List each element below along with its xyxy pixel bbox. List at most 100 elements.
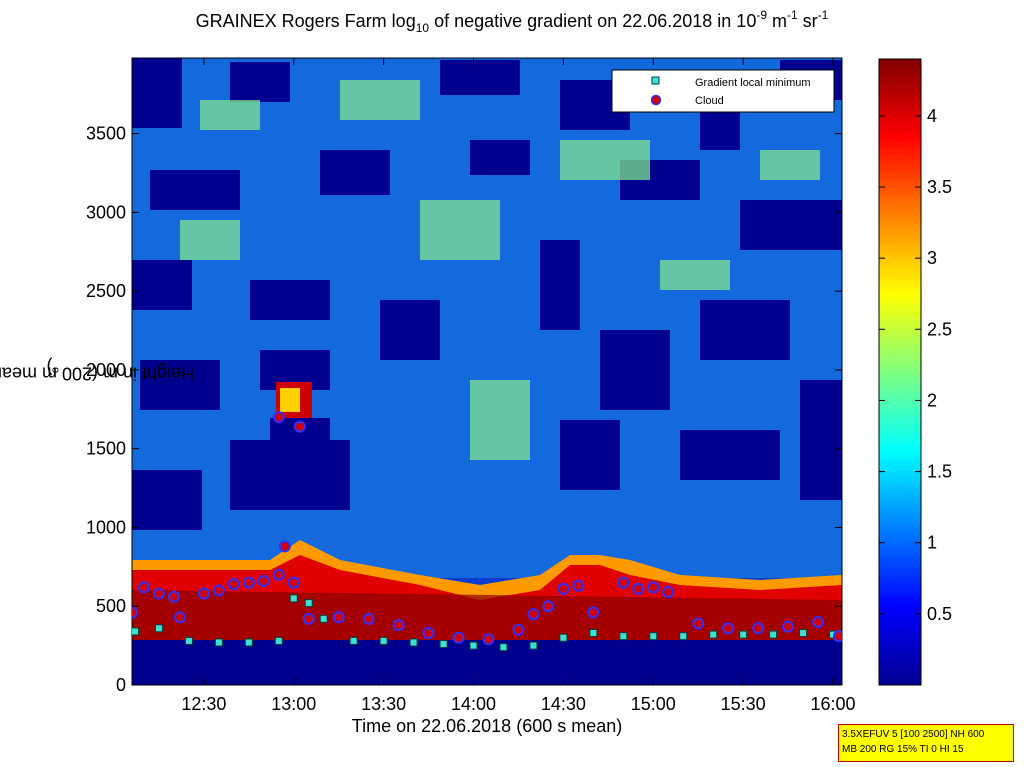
y-tick-label: 500 [96, 596, 126, 616]
y-tick-label: 2500 [86, 281, 126, 301]
cloud-point [272, 411, 285, 424]
cloud-point [132, 606, 138, 619]
gradient-minimum-point [439, 640, 448, 649]
y-tick-label: 3500 [86, 124, 126, 144]
parameter-info-box: 3.5XEFUV 5 [100 2500] NH 600 MB 200 RG 1… [838, 724, 1014, 762]
gradient-minimum-point [184, 636, 193, 645]
colorbar-tick-label: 3.5 [927, 177, 952, 197]
cloud-point [293, 420, 306, 433]
series-layer [132, 411, 842, 652]
cloud-point [242, 576, 255, 589]
legend-box [611, 69, 835, 113]
cloud-point [782, 620, 795, 633]
cloud-point [557, 582, 570, 595]
cloud-point [752, 622, 765, 635]
gradient-minimum-point [379, 636, 388, 645]
x-axis-label: Time on 22.06.2018 (600 s mean) [351, 716, 623, 736]
cloud-point [812, 615, 825, 628]
colorbar-tick-label: 3 [927, 248, 937, 268]
colorbar-ticks: 0.5 1 1.5 2 2.5 3 3.5 4 [879, 106, 952, 624]
x-tick-label: 15:30 [721, 694, 766, 714]
cloud-point [197, 587, 210, 600]
colorbar-tick-label: 2 [927, 390, 937, 410]
cloud-point [167, 590, 180, 603]
y-tick-label: 1000 [86, 517, 126, 537]
cloud-point [632, 582, 645, 595]
colorbar-tick-label: 1 [927, 533, 937, 553]
cloud-point [332, 611, 345, 624]
cloud-point [362, 612, 375, 625]
x-tick-label: 14:00 [451, 694, 496, 714]
legend: Gradient local minimum Cloud [611, 69, 835, 113]
colorbar-tick-label: 0.5 [927, 604, 952, 624]
cloud-point [272, 568, 285, 581]
cloud-point [512, 623, 525, 636]
gradient-minimum-point [499, 643, 508, 652]
y-tick-label: 2000 [86, 360, 126, 380]
gradient-minimum-point [154, 624, 163, 633]
cloud-point [692, 617, 705, 630]
gradient-minimum-point [709, 630, 718, 639]
legend-marker-cloud [650, 94, 662, 106]
gradient-minimum-point [769, 630, 778, 639]
heatmap-field [132, 58, 842, 685]
cloud-point [833, 630, 842, 643]
y-tick-label: 0 [116, 675, 126, 695]
gradient-minimum-point [132, 627, 139, 636]
cloud-point [392, 619, 405, 632]
gradient-minimum-point [274, 636, 283, 645]
y-tick-label: 1500 [86, 439, 126, 459]
x-tick-label: 12:30 [181, 694, 226, 714]
cloud-point [542, 600, 555, 613]
cloud-point [617, 576, 630, 589]
cloud-point [173, 611, 186, 624]
gradient-minimum-point [304, 599, 313, 608]
gradient-minimum-point [409, 638, 418, 647]
colorbar-tick-label: 1.5 [927, 462, 952, 482]
x-tick-label: 15:00 [631, 694, 676, 714]
x-tick-label: 14:30 [541, 694, 586, 714]
colorbar [878, 58, 922, 686]
gradient-minimum-point [589, 629, 598, 638]
gradient-minimum-point [469, 641, 478, 650]
legend-label-cloud: Cloud [695, 95, 724, 107]
cloud-point [647, 581, 660, 594]
cloud-point [527, 608, 540, 621]
legend-marker-minimum [651, 76, 660, 85]
gradient-minimum-point [739, 630, 748, 639]
x-axis: 12:30 13:00 13:30 14:00 14:30 15:00 15:30 16:00 [181, 58, 856, 714]
gradient-minimum-point [649, 632, 658, 641]
cloud-point [137, 581, 150, 594]
legend-label-minimum: Gradient local minimum [695, 77, 811, 89]
gradient-minimum-point [244, 638, 253, 647]
cloud-point [257, 575, 270, 588]
colorbar-tick-label: 2.5 [927, 319, 952, 339]
y-tick-label: 3000 [86, 202, 126, 222]
gradient-minimum-point [799, 629, 808, 638]
cloud-point [152, 587, 165, 600]
cloud-point [452, 631, 465, 644]
gradient-minimum-point [619, 632, 628, 641]
cloud-point [302, 612, 315, 625]
colorbar-tick-label: 4 [927, 106, 937, 126]
y-axis: 0 500 1000 1500 2000 2500 3000 3500 [86, 124, 842, 695]
parameter-line-1: 3.5XEFUV 5 [100 2500] NH 600 [842, 729, 985, 740]
gradient-minimum-point [319, 614, 328, 623]
cloud-point [662, 586, 675, 599]
x-tick-label: 13:30 [361, 694, 406, 714]
cloud-point [212, 584, 225, 597]
cloud-point [482, 633, 495, 646]
gradient-minimum-point [559, 633, 568, 642]
cloud-point [422, 627, 435, 640]
plot-frame [131, 57, 843, 686]
cloud-point [227, 578, 240, 591]
cloud-point [572, 579, 585, 592]
gradient-minimum-point [289, 594, 298, 603]
x-tick-label: 13:00 [271, 694, 316, 714]
gradient-minimum-point [214, 638, 223, 647]
gradient-minimum-point [529, 641, 538, 650]
parameter-line-2: MB 200 RG 15% TI 0 HI 15 [842, 744, 964, 755]
cloud-point [722, 622, 735, 635]
cloud-point [278, 540, 291, 553]
